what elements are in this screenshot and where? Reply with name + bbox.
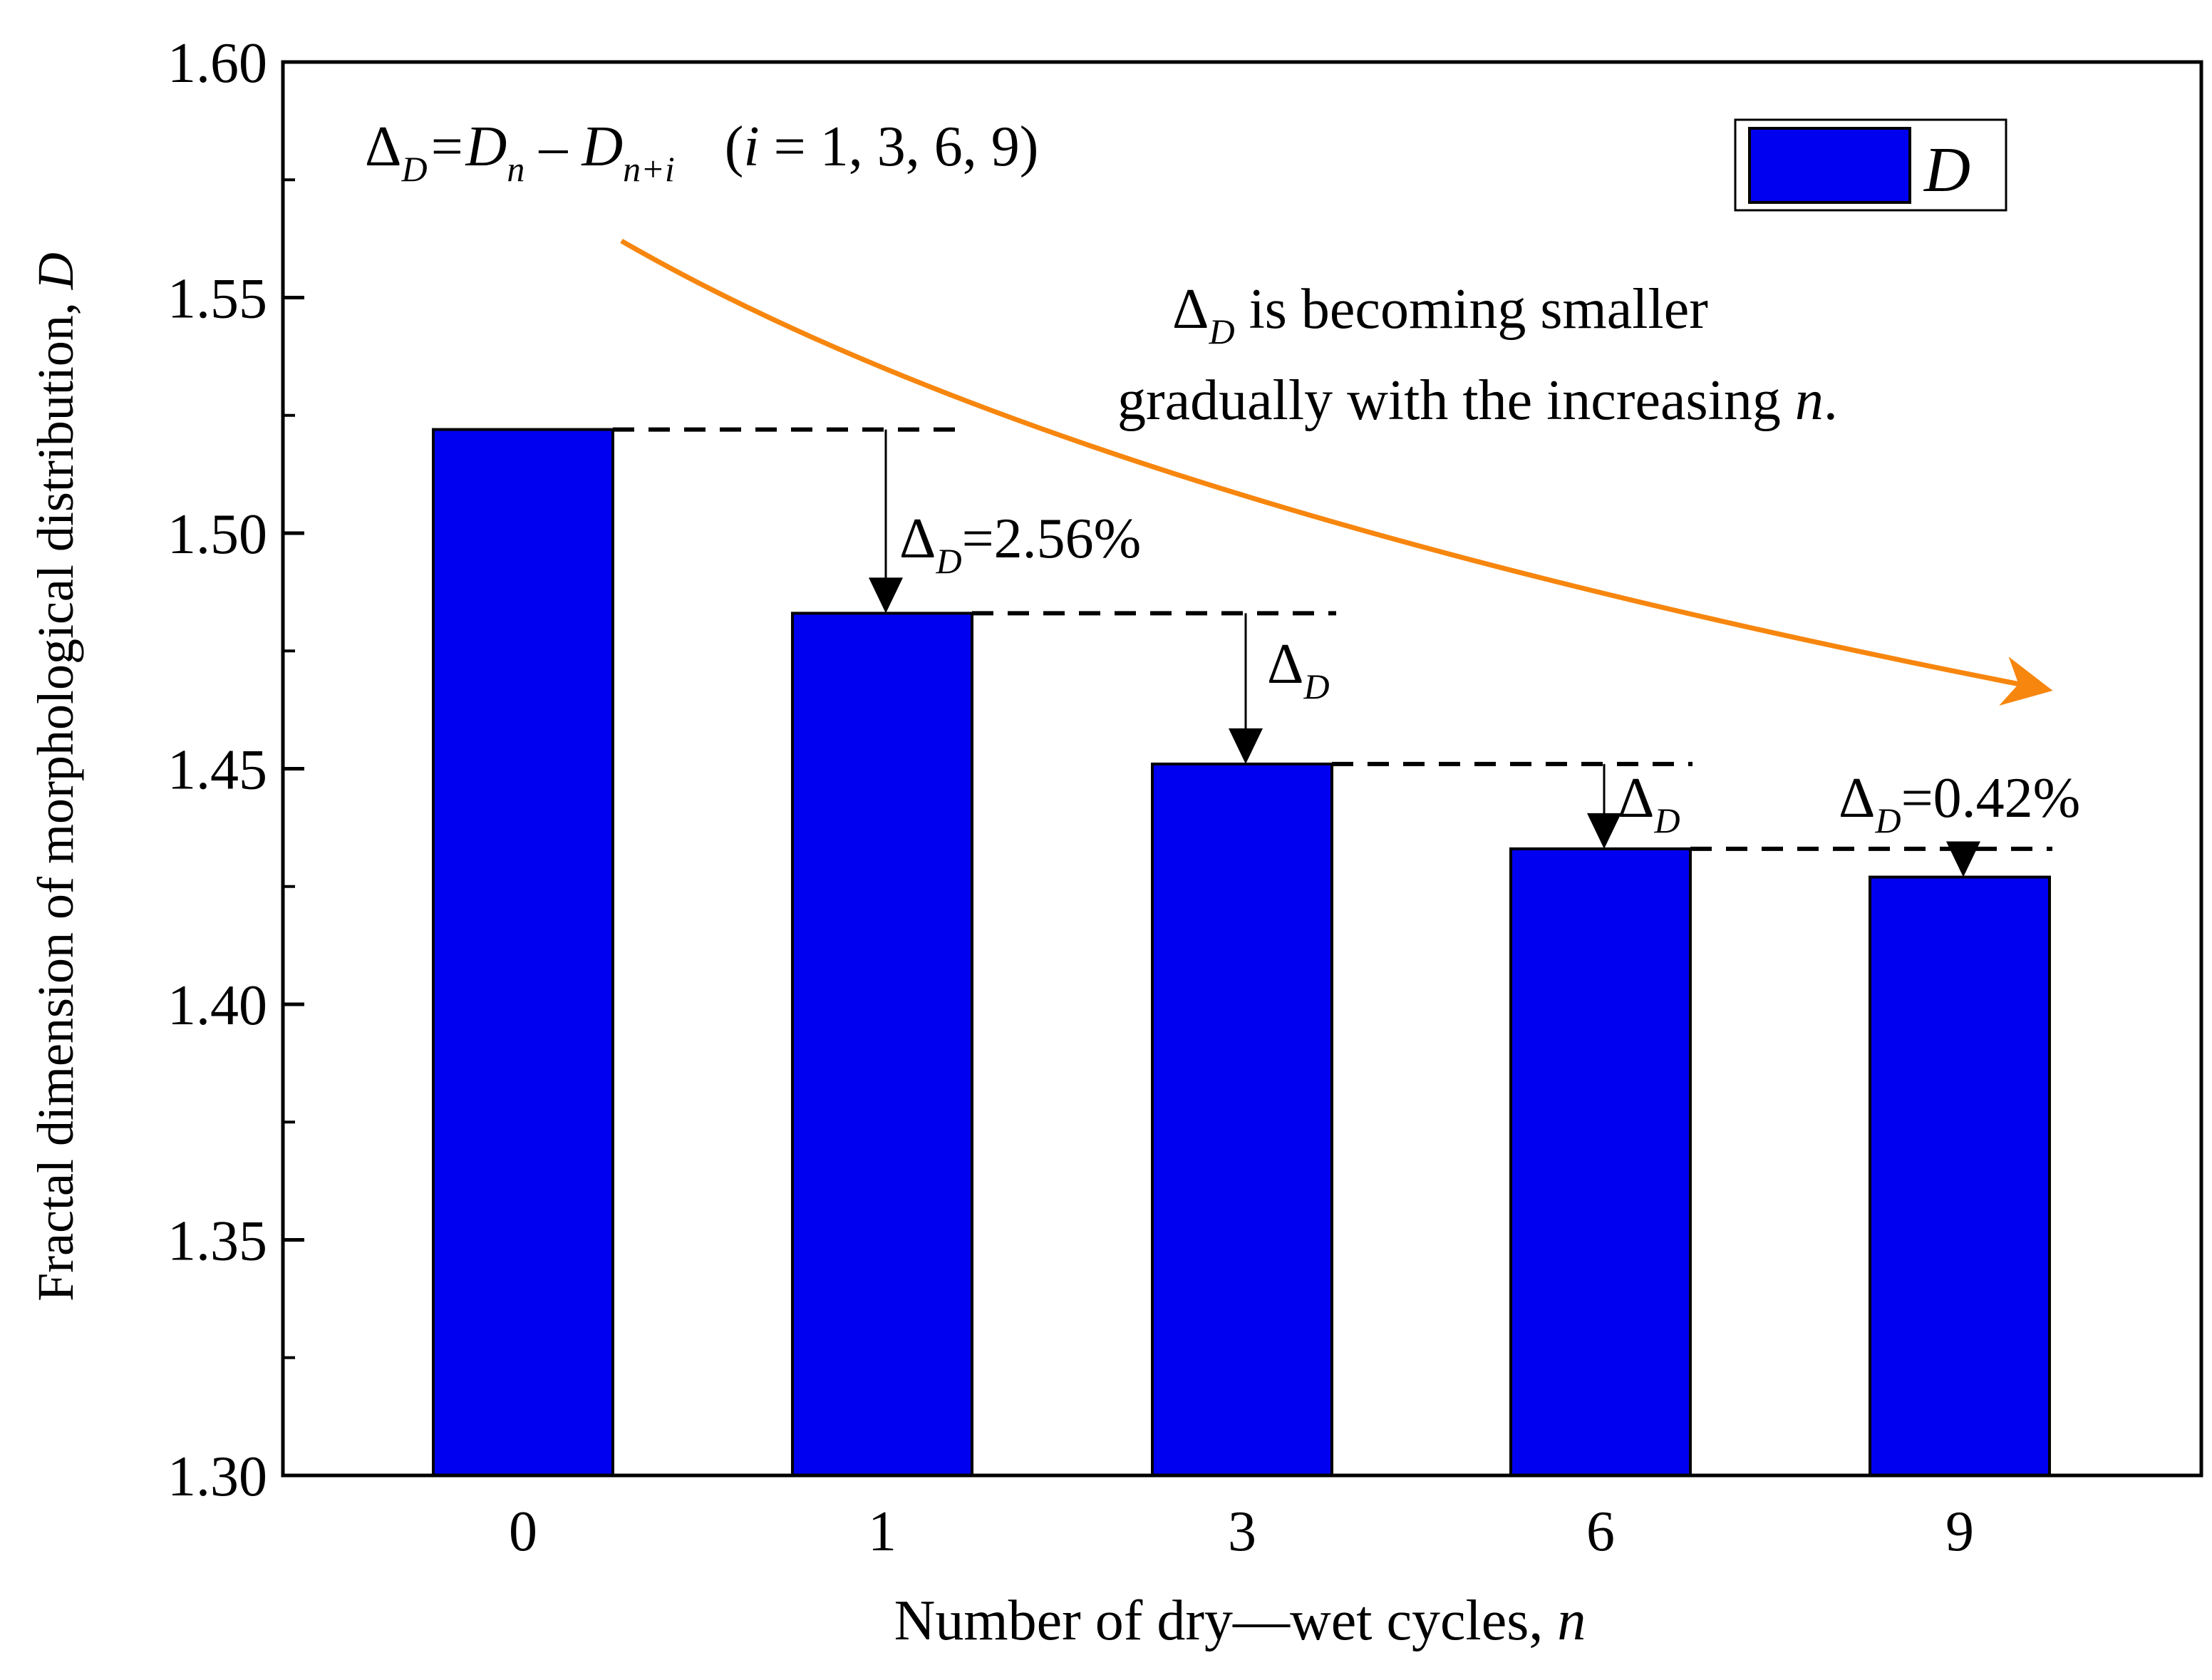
x-tick-label: 1: [868, 1500, 896, 1563]
plot-frame: [281, 60, 2203, 1478]
y-tick-label: 1.35: [167, 1210, 267, 1273]
bar: [432, 428, 614, 1478]
x-tick-label: 6: [1586, 1500, 1615, 1563]
bar: [1509, 847, 1692, 1477]
drop-arrowhead: [1946, 841, 1980, 877]
drop-label: ΔD=2.56%: [899, 507, 1141, 581]
x-tick-label: 9: [1945, 1500, 1974, 1563]
formula-annotation: ΔD=Dn – Dn+i (i = 1, 3, 6, 9): [365, 115, 1038, 189]
y-tick-label: 1.40: [167, 974, 267, 1037]
y-axis-label: Fractal dimension of morphological distr…: [27, 252, 84, 1302]
y-tick-label: 1.50: [167, 503, 267, 566]
drop-annotations: ΔD=2.56% ΔD ΔD ΔD=0.42%: [613, 427, 2080, 877]
legend: D: [1734, 118, 2007, 212]
bar: [791, 612, 973, 1477]
drop-arrowhead: [1229, 728, 1263, 764]
trend-text-line1: ΔD is becoming smaller: [1172, 278, 1708, 351]
y-tick-label: 1.55: [167, 268, 267, 331]
x-axis-ticks: 0 1 3 6 9: [509, 1500, 1974, 1563]
legend-label: D: [1923, 135, 1970, 205]
bars: [432, 428, 2051, 1478]
y-tick-label: 1.60: [167, 32, 267, 95]
x-tick-label: 0: [509, 1500, 537, 1563]
x-axis-label: Number of dry—wet cycles, n: [894, 1589, 1586, 1652]
y-tick-label: 1.30: [167, 1445, 267, 1508]
drop-label: ΔD: [1267, 633, 1330, 706]
drop-arrowhead: [869, 577, 903, 614]
legend-swatch: [1748, 127, 1911, 204]
x-tick-label: 3: [1228, 1500, 1256, 1563]
y-axis-ticks: 1.30 1.35 1.40 1.45 1.50 1.55 1.60: [167, 32, 304, 1508]
trend-arrow: [620, 238, 2053, 706]
drop-label: ΔD=0.42%: [1839, 767, 2080, 840]
bar: [1869, 875, 2051, 1477]
trend-text-line2: gradually with the increasing n.: [1117, 369, 1838, 432]
y-tick-label: 1.45: [167, 739, 267, 802]
drop-label: ΔD: [1618, 767, 1680, 840]
drop-arrowhead: [1587, 813, 1621, 849]
bar: [1151, 762, 1333, 1477]
